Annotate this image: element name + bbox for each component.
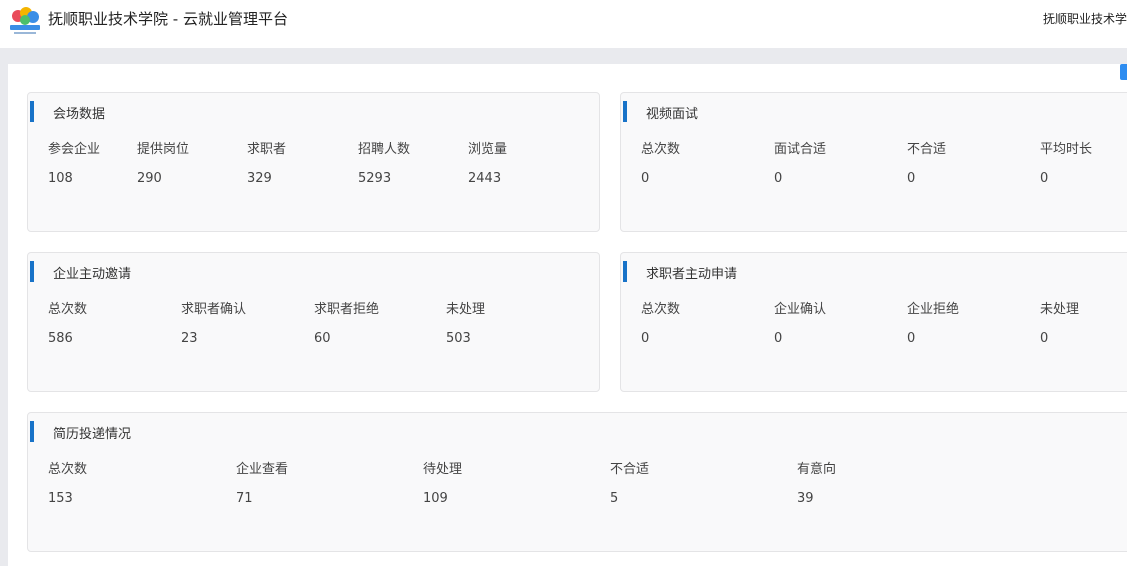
stat-value: 0: [641, 331, 650, 346]
stat-label: 招聘人数: [358, 142, 411, 157]
stat-value: 71: [236, 491, 253, 506]
panel-title: 求职者主动申请: [646, 267, 738, 282]
stat-value: 5293: [358, 171, 392, 186]
panel-title: 视频面试: [646, 107, 699, 122]
stat-value: 329: [247, 171, 272, 186]
stat-label: 未处理: [446, 302, 486, 317]
panel-title: 会场数据: [53, 107, 106, 122]
stat-value: 60: [314, 331, 331, 346]
logo: [10, 7, 40, 34]
stat-panel: 简历投递情况总次数 153 企业查看 71 待处理 109 不合适 5 有意向 39: [27, 412, 1127, 552]
stat-value: 108: [48, 171, 73, 186]
stat-value: 503: [446, 331, 471, 346]
title-accent: [623, 261, 627, 282]
stat-value: 109: [423, 491, 448, 506]
scroll-tab[interactable]: [1120, 64, 1127, 80]
stat-value: 23: [181, 331, 198, 346]
stat-value: 0: [774, 331, 783, 346]
stat-value: 153: [48, 491, 73, 506]
app-title: 抚顺职业技术学院 - 云就业管理平台: [48, 10, 288, 28]
stat-label: 待处理: [423, 462, 463, 477]
stat-value: 0: [907, 331, 916, 346]
title-accent: [30, 421, 34, 442]
stat-label: 总次数: [48, 462, 88, 477]
stat-label: 总次数: [641, 142, 681, 157]
stat-value: 5: [610, 491, 619, 506]
stat-value: 290: [137, 171, 162, 186]
stat-panel: 企业主动邀请总次数 586 求职者确认 23 求职者拒绝 60 未处理 503: [27, 252, 600, 392]
stat-label: 有意向: [797, 462, 837, 477]
stat-label: 总次数: [641, 302, 681, 317]
stat-label: 未处理: [1040, 302, 1080, 317]
stat-label: 求职者拒绝: [314, 302, 380, 317]
stat-value: 586: [48, 331, 73, 346]
panel-title: 简历投递情况: [53, 427, 132, 442]
user-name[interactable]: 抚顺职业技术学: [1042, 12, 1127, 26]
panel-title: 企业主动邀请: [53, 267, 132, 282]
stat-label: 不合适: [610, 462, 650, 477]
stat-label: 企业查看: [236, 462, 289, 477]
title-accent: [30, 101, 34, 122]
stat-panel: 视频面试总次数 0 面试合适 0 不合适 0 平均时长 0: [620, 92, 1127, 232]
title-accent: [30, 261, 34, 282]
stat-label: 总次数: [48, 302, 88, 317]
header: 抚顺职业技术学院 - 云就业管理平台 抚顺职业技术学: [0, 0, 1127, 48]
stat-label: 面试合适: [774, 142, 827, 157]
stat-value: 0: [774, 171, 783, 186]
stat-value: 0: [907, 171, 916, 186]
stat-label: 企业确认: [774, 302, 827, 317]
stat-value: 0: [1040, 171, 1049, 186]
stat-label: 不合适: [907, 142, 947, 157]
stat-label: 求职者确认: [181, 302, 247, 317]
stat-value: 39: [797, 491, 814, 506]
stat-value: 0: [1040, 331, 1049, 346]
stat-value: 2443: [468, 171, 502, 186]
stat-label: 平均时长: [1040, 142, 1093, 157]
stat-label: 浏览量: [468, 142, 508, 157]
stat-label: 求职者: [247, 142, 287, 157]
stat-panel: 求职者主动申请总次数 0 企业确认 0 企业拒绝 0 未处理 0: [620, 252, 1127, 392]
stat-label: 企业拒绝: [907, 302, 960, 317]
stat-panel: 会场数据参会企业 108 提供岗位 290 求职者 329 招聘人数 5293 浏览量 2443: [27, 92, 600, 232]
title-accent: [623, 101, 627, 122]
stat-label: 参会企业: [48, 142, 101, 157]
stat-value: 0: [641, 171, 650, 186]
stat-label: 提供岗位: [137, 142, 190, 157]
dashboard: 会场数据参会企业 108 提供岗位 290 求职者 329 招聘人数 5293 浏览量 2443 视…: [8, 64, 1127, 566]
